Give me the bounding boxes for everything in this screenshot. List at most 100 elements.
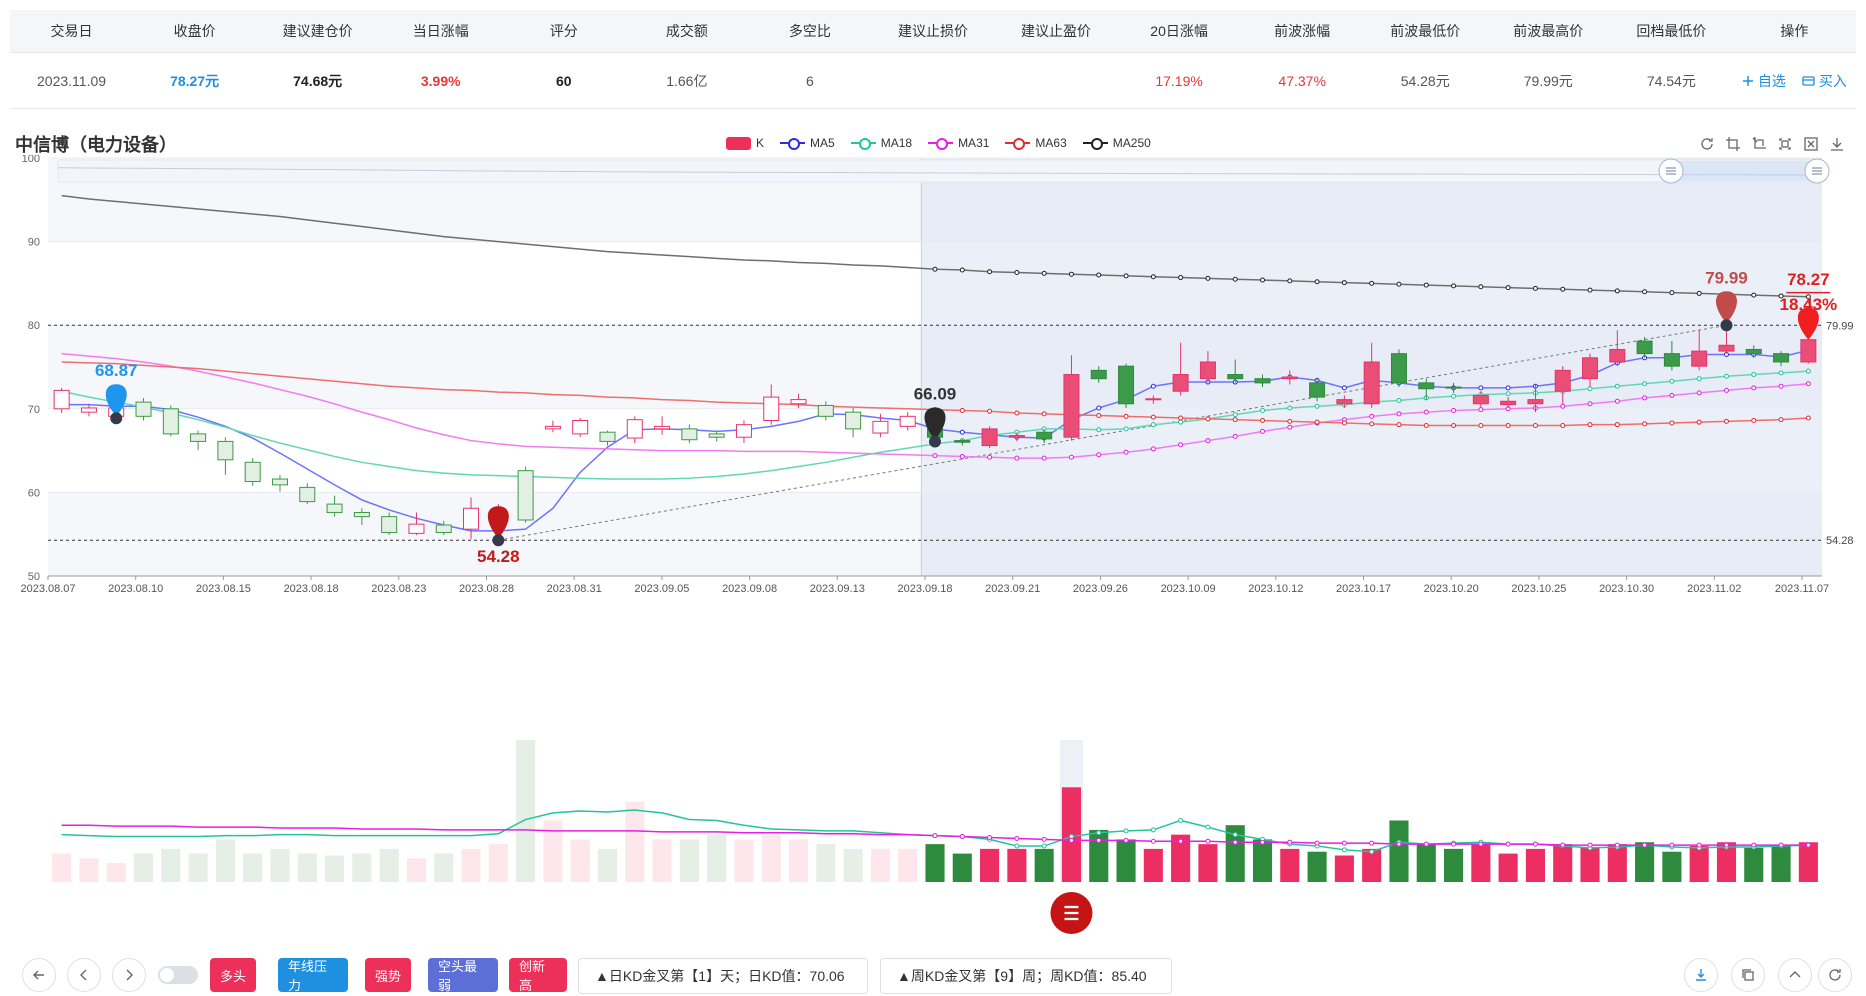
ma-point — [1014, 455, 1020, 461]
ma-point — [1232, 276, 1238, 282]
candle-body — [381, 516, 398, 534]
fullscreen-icon[interactable] — [1801, 134, 1821, 154]
header-actions: 操作 — [1780, 23, 1809, 39]
ma-point — [1723, 418, 1729, 424]
volume-ma-point — [1314, 840, 1320, 846]
header-ratio: 多空比 — [788, 23, 831, 39]
ma-point — [1669, 420, 1675, 426]
ma-point — [1505, 391, 1511, 397]
legend-item-ma5[interactable]: MA5 — [780, 136, 835, 150]
legend-item-k[interactable]: K — [726, 136, 764, 150]
y-tick-label: 90 — [28, 237, 40, 249]
ma-point — [932, 266, 938, 272]
volume-bar — [1580, 847, 1600, 882]
ma-point — [1805, 415, 1811, 421]
volume-ma-point — [1123, 837, 1129, 843]
ma-point — [1396, 422, 1402, 428]
volume-ma-point — [1260, 839, 1266, 845]
tag-annual-pressure[interactable]: 年线压力 — [278, 958, 348, 993]
candle-body — [1527, 399, 1544, 405]
volume-bar — [816, 844, 836, 882]
ma-point — [1014, 410, 1020, 416]
zoom-handle-right[interactable] — [1804, 158, 1830, 184]
back-button[interactable] — [22, 958, 56, 992]
ma-point — [1560, 286, 1566, 292]
legend-label: MA5 — [810, 136, 835, 150]
legend-item-ma31[interactable]: MA31 — [928, 136, 989, 150]
candle-body — [271, 478, 288, 486]
header-entry: 建议建仓价 — [282, 23, 353, 39]
candle-body — [53, 389, 70, 410]
tag-bullish[interactable]: 多头 — [210, 958, 256, 992]
candle-body — [1036, 431, 1053, 440]
zoom-select-icon[interactable] — [1723, 134, 1743, 154]
chart-menu-button[interactable] — [1050, 892, 1093, 934]
download-icon[interactable] — [1827, 134, 1847, 154]
ma-point — [1642, 395, 1648, 401]
candle-body — [599, 431, 616, 442]
header-wave-change: 前波涨幅 — [1274, 23, 1331, 39]
map-pin-icon — [1797, 307, 1819, 340]
refresh-icon[interactable] — [1697, 134, 1717, 154]
add-watchlist-button[interactable]: 自选 — [1742, 71, 1786, 91]
zoom-handle-left[interactable] — [1658, 158, 1684, 184]
volume-bar — [1171, 834, 1191, 882]
legend-item-ma250[interactable]: MA250 — [1082, 136, 1151, 150]
candle-body — [1363, 361, 1380, 405]
tag-new-high[interactable]: 创新高 — [509, 958, 567, 993]
zoom-reset-icon[interactable] — [1749, 134, 1769, 154]
volume-ma-point — [1778, 842, 1784, 848]
ma-point — [1505, 385, 1511, 391]
x-tick-label: 2023.08.31 — [547, 583, 602, 595]
header-wave-low: 前波最低价 — [1390, 23, 1461, 39]
volume-bar — [106, 863, 126, 882]
header-take-profit: 建议止盈价 — [1021, 23, 1092, 39]
copy-button[interactable] — [1731, 958, 1765, 992]
cell-entry: 74.68元 — [293, 72, 343, 89]
candle-body — [845, 411, 862, 430]
restore-icon[interactable] — [1775, 134, 1795, 154]
chevron-left-icon — [80, 969, 87, 981]
kline-chart[interactable]: 50 60 70 80 90 100 2023.08.07 2023.08.10 2023.08… — [0, 155, 1866, 955]
volume-ma-point — [1587, 842, 1593, 848]
ma-point — [1341, 420, 1347, 426]
ma-point — [1478, 407, 1484, 413]
ma-point — [1478, 385, 1484, 391]
next-button[interactable] — [112, 958, 146, 992]
candle-body — [708, 433, 725, 438]
ref-label-high: 79.99 — [1826, 320, 1854, 332]
toggle-switch[interactable] — [158, 966, 198, 984]
ma-point — [1614, 288, 1620, 294]
weekly-kd-info[interactable]: ▲周KD金叉第【9】周；周KD值：85.40 — [880, 958, 1172, 994]
legend-item-ma63[interactable]: MA63 — [1005, 136, 1067, 150]
daily-kd-info[interactable]: ▲日KD金叉第【1】天；日KD值：70.06 — [578, 958, 868, 994]
legend-item-ma18[interactable]: MA18 — [850, 136, 912, 150]
ma-point — [1396, 397, 1402, 403]
buy-button[interactable]: 买入 — [1802, 71, 1847, 91]
volume-ma-point — [1642, 842, 1648, 848]
cell-change-20d: 17.19% — [1155, 72, 1203, 89]
prev-button[interactable] — [67, 958, 101, 992]
ma-point — [1696, 290, 1702, 296]
ma-point — [1341, 385, 1347, 391]
marker-wave-high — [1715, 291, 1737, 332]
trend-line — [498, 324, 1727, 541]
tag-strong[interactable]: 强势 — [365, 958, 411, 992]
refresh-button[interactable] — [1818, 958, 1852, 992]
ma-point — [1532, 423, 1538, 429]
ma-point — [1123, 413, 1129, 419]
candle-body — [763, 396, 780, 422]
marker-wave-low-label: 54.28 — [477, 547, 520, 566]
ma-point — [1778, 417, 1784, 423]
download-button[interactable] — [1684, 958, 1718, 992]
scroll-top-button[interactable] — [1778, 958, 1812, 992]
bottom-toolbar: 多头 年线压力 强势 空头最弱 创新高 ▲日KD金叉第【1】天；日KD值：70.… — [22, 957, 1852, 994]
volume-bar — [406, 858, 426, 882]
marker-wave-high-label: 79.99 — [1705, 268, 1748, 287]
grip-icon — [1812, 167, 1822, 175]
volume-bar — [1280, 848, 1300, 882]
ma-point — [959, 407, 965, 413]
candle-body — [463, 507, 480, 530]
candle-body — [162, 408, 179, 435]
tag-bearish-weakest[interactable]: 空头最弱 — [428, 958, 498, 993]
